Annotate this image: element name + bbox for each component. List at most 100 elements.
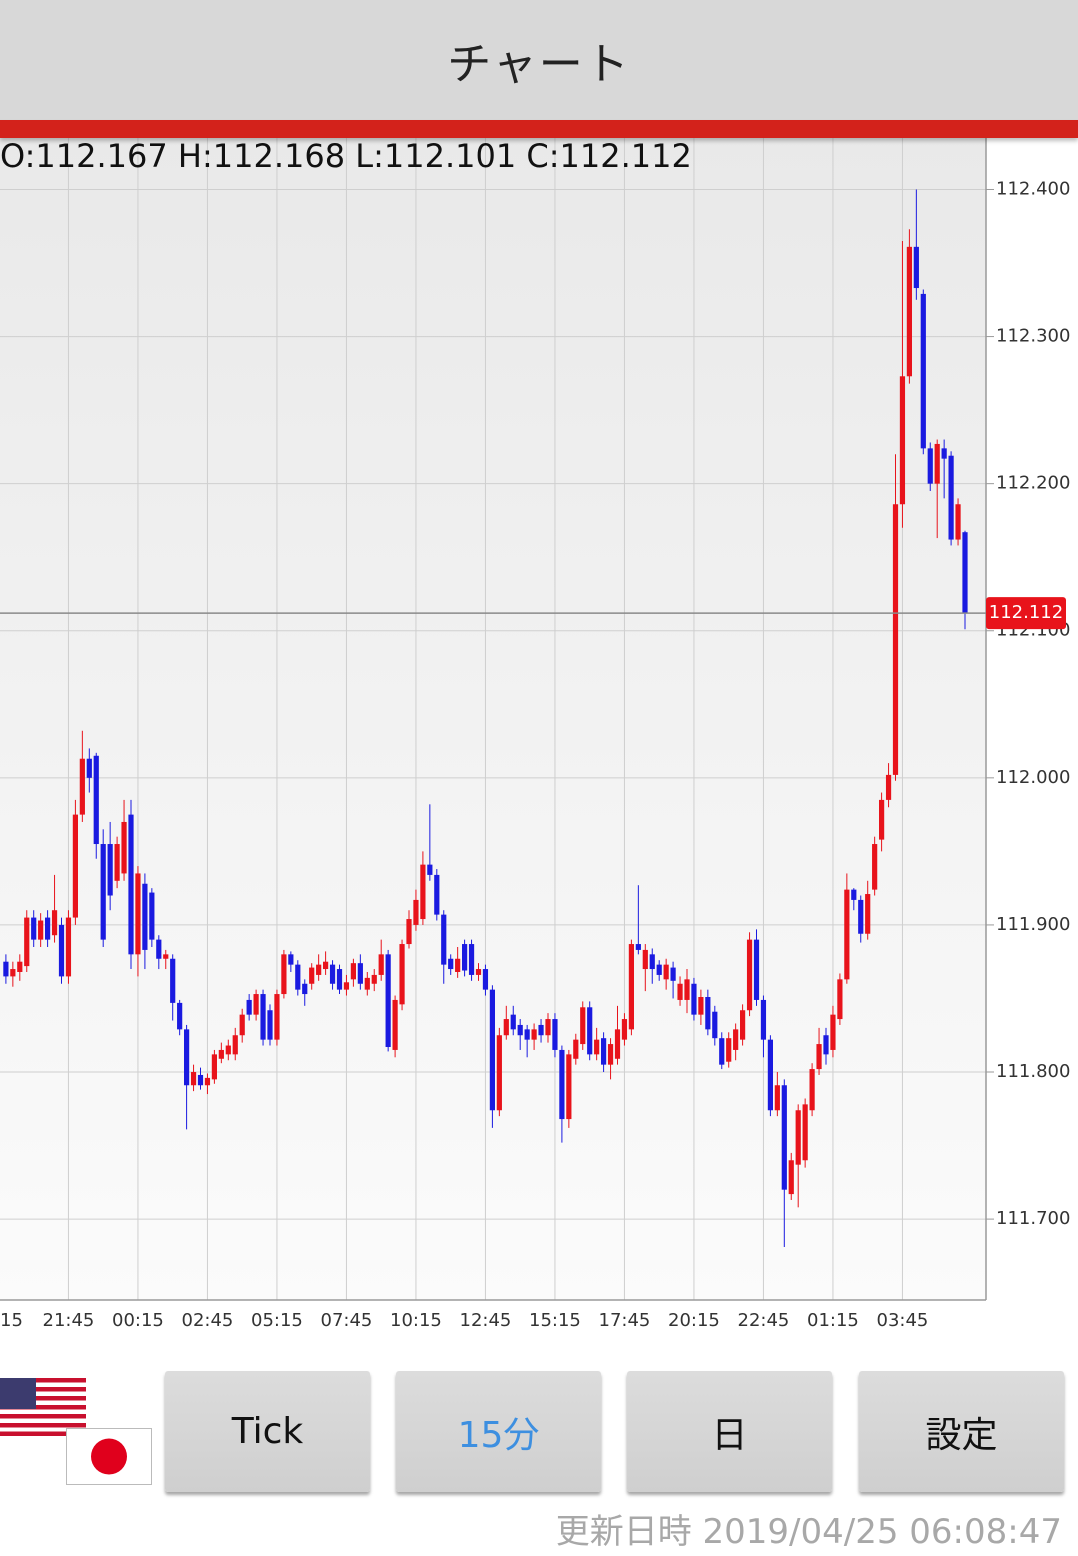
x-tick-label: 15 — [0, 1310, 23, 1331]
y-tick-label: 111.700 — [996, 1208, 1070, 1229]
y-tick-label: 111.900 — [996, 914, 1070, 935]
candle-body — [482, 969, 489, 990]
candle-body — [906, 246, 912, 377]
candle-body — [225, 1045, 231, 1055]
candle-body — [197, 1074, 204, 1086]
candle-body — [329, 964, 336, 984]
candle-body — [774, 1085, 780, 1111]
y-tick-label: 111.800 — [996, 1061, 1070, 1082]
candle-body — [746, 939, 753, 1011]
candle-body — [309, 967, 315, 984]
candle-body — [531, 1029, 537, 1040]
candle-body — [607, 1044, 614, 1065]
candle-body — [934, 443, 940, 484]
candle-body — [281, 954, 287, 995]
candle-body — [149, 892, 155, 940]
candle-body — [517, 1024, 523, 1036]
candle-body — [24, 917, 30, 967]
candle-body — [601, 1038, 607, 1065]
candle-body — [892, 504, 899, 775]
candle-body — [79, 758, 85, 815]
candle-body — [72, 814, 78, 918]
x-tick-label: 07:45 — [321, 1310, 373, 1331]
update-time: 更新日時 2019/04/25 06:08:47 — [555, 1512, 1062, 1552]
candle-body — [38, 920, 44, 940]
candle-body — [399, 944, 405, 1005]
x-tick-label: 17:45 — [599, 1310, 651, 1331]
candle-body — [392, 999, 398, 1050]
timeframe-button[interactable]: 設定 — [859, 1371, 1064, 1492]
candle-body — [927, 448, 933, 484]
candle-body — [760, 999, 767, 1040]
candle-body — [621, 1019, 628, 1040]
candle-body — [232, 1035, 238, 1055]
candle-body — [114, 844, 120, 881]
candle-body — [316, 964, 322, 975]
candle-body — [86, 758, 92, 778]
candle-body — [31, 917, 37, 940]
candle-body — [795, 1110, 801, 1165]
candle-body — [552, 1019, 558, 1050]
timeframe-button[interactable]: 15分 — [396, 1371, 601, 1492]
y-tick-label: 112.000 — [996, 767, 1070, 788]
candle-body — [837, 979, 843, 1020]
candle-body — [475, 969, 482, 975]
candle-body — [218, 1049, 224, 1059]
ohlc-readout: O:112.167 H:112.168 L:112.101 C:112.112 — [0, 137, 692, 175]
candle-body — [455, 958, 461, 972]
candle-body — [844, 889, 850, 980]
candle-body — [962, 532, 968, 614]
x-tick-label: 10:15 — [390, 1310, 442, 1331]
candle-body — [767, 1039, 773, 1111]
candle-body — [524, 1029, 530, 1040]
x-tick-label: 21:45 — [43, 1310, 95, 1331]
x-tick-label: 01:15 — [807, 1310, 859, 1331]
app-title: チャート — [447, 39, 631, 90]
candle-body — [128, 814, 134, 955]
candle-body — [448, 958, 454, 970]
x-tick-label: 12:45 — [460, 1310, 512, 1331]
timeframe-button[interactable]: 日 — [627, 1371, 832, 1492]
candle-body — [580, 1007, 586, 1045]
candle-body — [468, 944, 475, 975]
candle-body — [545, 1019, 551, 1036]
candle-body — [781, 1085, 787, 1190]
candle-body — [510, 1014, 516, 1030]
candle-body — [788, 1160, 794, 1195]
candle-body — [670, 967, 676, 981]
currency-flags — [0, 1378, 152, 1485]
candle-body — [538, 1024, 544, 1036]
candle-body — [614, 1029, 621, 1059]
last-price-label: 112.112 — [989, 602, 1063, 623]
candle-body — [177, 1002, 183, 1030]
x-tick-label: 05:15 — [251, 1310, 303, 1331]
candle-body — [163, 954, 169, 959]
candle-body — [142, 883, 148, 950]
axis-background — [986, 138, 1078, 1345]
y-tick-label: 112.200 — [996, 473, 1070, 494]
candle-body — [51, 910, 58, 936]
candle-body — [385, 954, 391, 1048]
candle-body — [107, 844, 113, 896]
x-tick-label: 03:45 — [877, 1310, 929, 1331]
x-tick-label: 22:45 — [738, 1310, 790, 1331]
candle-body — [239, 1014, 245, 1036]
candle-body — [204, 1077, 211, 1086]
candle-body — [10, 969, 16, 977]
candle-body — [211, 1054, 217, 1080]
candle-body — [260, 994, 266, 1040]
candle-body — [663, 964, 669, 980]
candle-body — [441, 914, 447, 965]
candle-body — [885, 774, 892, 800]
x-tick-label: 15:15 — [529, 1310, 581, 1331]
candle-body — [246, 999, 252, 1015]
us-flag — [0, 1378, 86, 1436]
timeframe-button[interactable]: Tick — [165, 1371, 370, 1492]
candle-body — [267, 1010, 273, 1040]
candle-body — [830, 1014, 836, 1050]
last-price-box — [986, 597, 1066, 630]
candle-body — [941, 448, 947, 459]
candle-body — [753, 939, 760, 1000]
candle-body — [3, 961, 9, 977]
candle-body — [302, 983, 308, 995]
